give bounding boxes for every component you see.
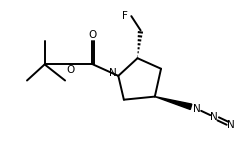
Polygon shape [155, 97, 192, 109]
Text: N: N [210, 112, 218, 122]
Text: N: N [193, 104, 201, 114]
Text: O: O [66, 65, 74, 75]
Text: O: O [89, 30, 97, 40]
Text: N: N [109, 68, 117, 78]
Text: F: F [122, 11, 127, 21]
Text: N: N [227, 120, 235, 130]
